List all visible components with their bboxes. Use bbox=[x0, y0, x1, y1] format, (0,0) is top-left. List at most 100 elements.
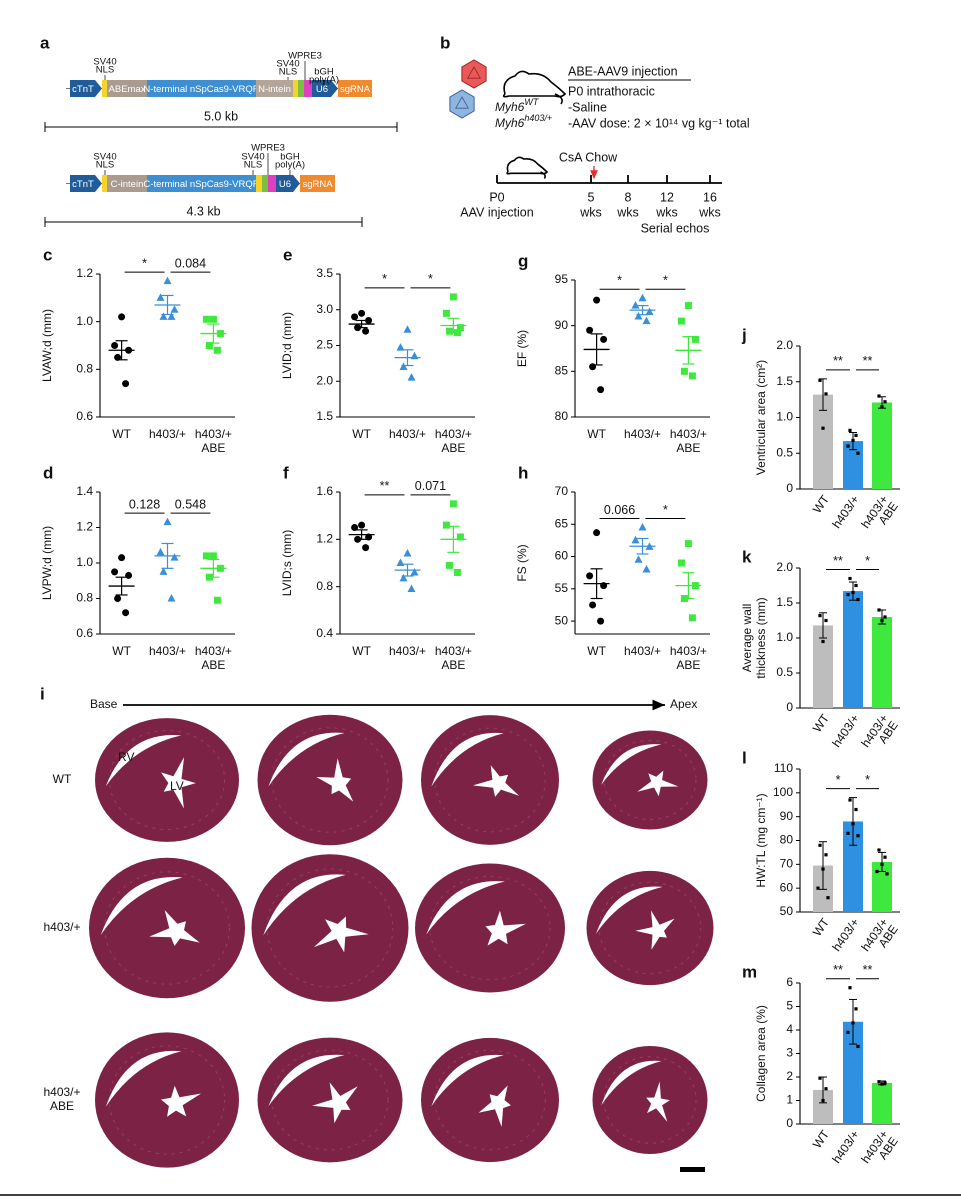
right-ventricle bbox=[268, 1054, 345, 1107]
data-point bbox=[122, 380, 130, 388]
y-tick-label: 55 bbox=[555, 581, 569, 595]
data-point bbox=[118, 313, 126, 321]
timeline-top: 16 bbox=[703, 190, 717, 204]
data-point bbox=[877, 608, 881, 612]
data-point bbox=[358, 521, 366, 529]
data-point bbox=[691, 335, 699, 343]
block-label: C-intein bbox=[111, 179, 144, 190]
bar bbox=[813, 1089, 833, 1124]
y-axis-label: FS (%) bbox=[515, 544, 529, 581]
data-point bbox=[634, 555, 643, 563]
injection-heading: ABE-AAV9 injection bbox=[568, 64, 678, 78]
y-tick-label: 0.6 bbox=[76, 626, 93, 640]
data-point bbox=[631, 535, 640, 544]
scale-bar bbox=[680, 1167, 705, 1172]
element-label: NLS bbox=[96, 160, 114, 171]
x-tick-label: WT bbox=[587, 644, 606, 658]
data-point bbox=[156, 293, 165, 301]
comparison-label: 0.084 bbox=[175, 256, 206, 270]
data-point bbox=[688, 614, 696, 622]
data-point bbox=[816, 886, 820, 890]
data-point bbox=[114, 353, 122, 361]
y-tick-label: 3.0 bbox=[316, 302, 333, 316]
y-tick-label: 0.8 bbox=[316, 579, 333, 593]
element-label: SV40 bbox=[276, 59, 299, 70]
timeline-bottom: wks bbox=[655, 205, 678, 219]
injection-detail: P0 intrathoracic bbox=[568, 84, 655, 98]
heart-texture bbox=[434, 727, 546, 833]
y-tick-label: 80 bbox=[780, 833, 794, 847]
allele: h403/+ bbox=[524, 113, 552, 123]
comparison-label: * bbox=[382, 272, 387, 286]
bar bbox=[872, 402, 892, 489]
data-point bbox=[880, 1082, 884, 1086]
element-strip bbox=[262, 175, 268, 192]
x-tick-label: h403/+ bbox=[195, 644, 232, 658]
data-point bbox=[362, 327, 370, 335]
data-point bbox=[442, 521, 450, 529]
x-tick-label: ABE bbox=[441, 441, 465, 455]
comparison-label: * bbox=[836, 773, 841, 787]
axis-start: Base bbox=[90, 697, 118, 711]
panel-letter: i bbox=[40, 684, 45, 703]
data-point bbox=[122, 609, 130, 617]
left-ventricle bbox=[478, 1085, 511, 1127]
right-ventricle bbox=[596, 886, 663, 934]
y-tick-label: 70 bbox=[555, 484, 569, 498]
data-point bbox=[396, 558, 405, 566]
gene-block bbox=[107, 80, 147, 97]
data-point bbox=[883, 615, 887, 619]
left-ventricle bbox=[472, 765, 520, 797]
aav-capsid-red bbox=[461, 59, 487, 89]
x-tick-label: WT bbox=[587, 427, 606, 441]
y-tick-label: 2 bbox=[786, 1069, 793, 1083]
data-point bbox=[880, 862, 884, 866]
data-point bbox=[167, 594, 176, 602]
y-axis-label: LVID;s (mm) bbox=[280, 530, 294, 596]
y-tick-label: 50 bbox=[780, 904, 794, 918]
panel-letter: e bbox=[283, 245, 292, 264]
comparison-label: 0.128 bbox=[129, 497, 160, 511]
y-tick-label: 2.0 bbox=[316, 373, 333, 387]
y-axis-label: Average wall bbox=[740, 604, 754, 672]
comparison-label: ** bbox=[863, 354, 873, 368]
data-point bbox=[213, 346, 221, 354]
comparison-label: * bbox=[865, 773, 870, 787]
data-point bbox=[586, 326, 594, 334]
x-tick-label: h403/+ bbox=[389, 427, 426, 441]
block-label: cTnT bbox=[72, 179, 94, 190]
data-point bbox=[589, 363, 597, 371]
data-point bbox=[642, 564, 651, 573]
data-point bbox=[202, 315, 210, 323]
data-point bbox=[846, 1030, 850, 1034]
data-point bbox=[407, 584, 416, 593]
treatment-label: CsA Chow bbox=[559, 150, 618, 164]
data-point bbox=[114, 595, 122, 602]
y-tick-label: 1.2 bbox=[76, 266, 93, 280]
gene-block bbox=[256, 80, 293, 97]
x-tick-label: h403/+ bbox=[670, 427, 707, 441]
y-tick-label: 0.8 bbox=[76, 362, 93, 376]
y-tick-label: 2.0 bbox=[776, 560, 793, 574]
genotype: Myh6WT bbox=[495, 97, 540, 114]
y-tick-label: 1.5 bbox=[776, 374, 793, 388]
data-point bbox=[851, 822, 855, 826]
x-tick-label: h403/+ bbox=[624, 644, 661, 658]
data-point bbox=[880, 618, 884, 623]
bar bbox=[843, 821, 863, 912]
data-point bbox=[638, 293, 647, 302]
data-point bbox=[593, 296, 601, 304]
gene-block bbox=[107, 175, 147, 192]
element-strip bbox=[102, 175, 107, 192]
data-point bbox=[848, 986, 852, 990]
x-tick-label: h403/+ bbox=[829, 712, 862, 750]
x-tick-label: WT bbox=[810, 915, 833, 939]
data-point bbox=[677, 559, 685, 567]
y-tick-label: 110 bbox=[774, 761, 793, 775]
right-ventricle bbox=[105, 735, 182, 787]
aav-capsid-red-facet bbox=[467, 66, 481, 79]
data-point bbox=[170, 305, 179, 313]
block-label: U6 bbox=[279, 179, 291, 190]
data-point bbox=[351, 313, 359, 321]
